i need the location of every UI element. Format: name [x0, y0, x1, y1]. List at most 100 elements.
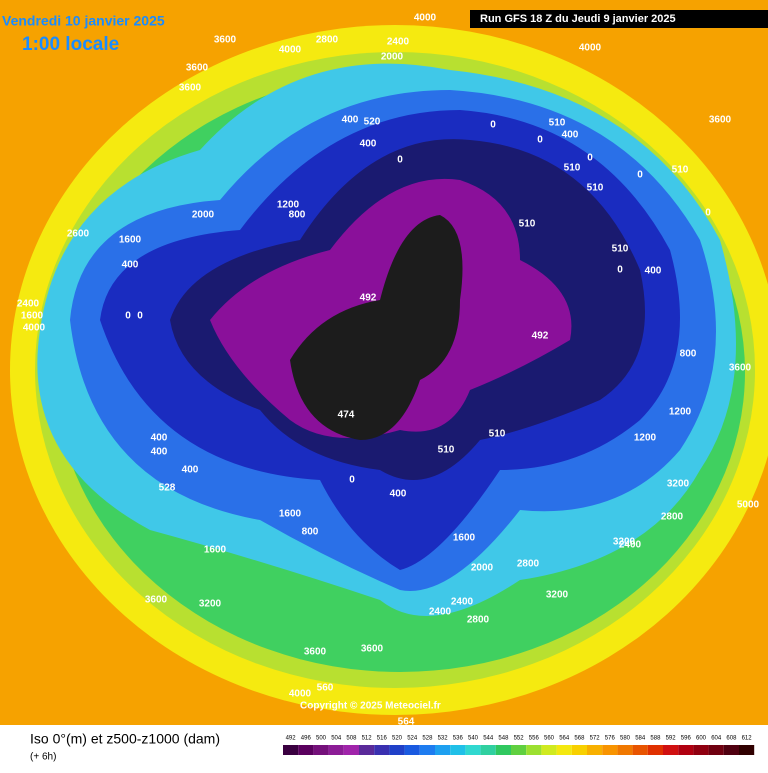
contour-label: 4000 — [279, 45, 302, 56]
time-label: 1:00 locale — [22, 34, 119, 55]
scale-swatch — [526, 745, 542, 755]
contour-label: 2800 — [661, 512, 684, 523]
map-field — [10, 25, 768, 715]
scale-swatch — [617, 745, 633, 755]
contour-label: 1600 — [21, 311, 44, 322]
contour-label: 3600 — [729, 363, 752, 374]
scale-label: 524 — [407, 736, 418, 742]
scale-label: 588 — [650, 736, 661, 742]
scale-label: 520 — [392, 736, 403, 742]
scale-swatch — [404, 745, 420, 755]
contour-label: 3200 — [199, 599, 222, 610]
scale-swatch — [647, 745, 663, 755]
scale-swatch — [435, 745, 451, 755]
scale-swatch — [480, 745, 496, 755]
contour-label: 1600 — [279, 509, 302, 520]
contour-label: 0 — [349, 475, 355, 486]
contour-label: 800 — [302, 527, 319, 538]
contour-label: 0 — [490, 120, 496, 131]
scale-swatch — [298, 745, 314, 755]
contour-label: 0 — [617, 265, 623, 276]
footer-step: (+ 6h) — [30, 752, 56, 763]
scale-swatch — [632, 745, 648, 755]
contour-label: 520 — [364, 117, 381, 128]
contour-label: 528 — [159, 483, 176, 494]
contour-label: 510 — [587, 183, 604, 194]
color-scale: 492 496 500 504 508 512 516 520 524 528 532 536 540 5… — [283, 736, 755, 755]
contour-label: 2400 — [451, 597, 474, 608]
scale-swatch — [313, 745, 329, 755]
contour-label: 4000 — [23, 323, 46, 334]
contour-label: 3200 — [613, 537, 636, 548]
contour-label: 2400 — [619, 540, 642, 551]
scale-swatch — [723, 745, 739, 755]
contour-label: 2000 — [471, 563, 494, 574]
scale-label: 552 — [514, 736, 525, 742]
scale-swatch — [693, 745, 709, 755]
scale-label: 608 — [726, 736, 737, 742]
scale-swatch — [663, 745, 679, 755]
scale-label: 496 — [301, 736, 312, 742]
scale-label: 568 — [574, 736, 585, 742]
contour-label: 474 — [338, 410, 355, 421]
contour-label: 510 — [489, 429, 506, 440]
scale-label: 536 — [453, 736, 464, 742]
scale-label: 548 — [498, 736, 509, 742]
contour-label: 1600 — [453, 533, 476, 544]
scale-swatch — [541, 745, 557, 755]
contour-label: 400 — [360, 139, 377, 150]
contour-label: 0 — [537, 135, 543, 146]
contour-label: 3600 — [709, 115, 732, 126]
contour-label: 4000 — [414, 13, 437, 24]
scale-swatch — [495, 745, 511, 755]
footer-title: Iso 0°(m) et z500-z1000 (dam) — [30, 731, 220, 747]
scale-label: 544 — [483, 736, 494, 742]
scale-swatch — [359, 745, 375, 755]
scale-swatch — [739, 745, 755, 755]
scale-label: 528 — [422, 736, 433, 742]
contour-label: 510 — [672, 165, 689, 176]
scale-swatch — [511, 745, 527, 755]
contour-label: 1200 — [277, 200, 300, 211]
scale-swatch — [450, 745, 466, 755]
contour-label: 4000 — [289, 689, 312, 700]
contour-label: 0 — [587, 153, 593, 164]
contour-label: 1600 — [204, 545, 227, 556]
contour-label: 1200 — [669, 407, 692, 418]
contour-label: 0 — [637, 170, 643, 181]
scale-swatch — [556, 745, 572, 755]
contour-label: 400 — [182, 465, 199, 476]
scale-swatch — [374, 745, 390, 755]
contour-label: 800 — [680, 349, 697, 360]
scale-label: 508 — [346, 736, 357, 742]
run-label: Run GFS 18 Z du Jeudi 9 janvier 2025 — [480, 13, 676, 25]
contour-label: 400 — [122, 260, 139, 271]
scale-label: 500 — [316, 736, 327, 742]
contour-label: 4000 — [579, 43, 602, 54]
scale-swatch — [708, 745, 724, 755]
contour-label: 3600 — [214, 35, 237, 46]
contour-label: 0 — [705, 208, 711, 219]
scale-label: 600 — [696, 736, 707, 742]
scale-label: 556 — [529, 736, 540, 742]
contour-label: 400 — [562, 130, 579, 141]
scale-label: 604 — [711, 736, 722, 742]
contour-label: 560 — [317, 683, 334, 694]
contour-label: 0 — [137, 311, 143, 322]
scale-label: 580 — [620, 736, 631, 742]
scale-label: 516 — [377, 736, 388, 742]
scale-swatch — [602, 745, 618, 755]
contour-label: 2800 — [316, 35, 339, 46]
contour-label: 3200 — [546, 590, 569, 601]
contour-label: 2800 — [517, 559, 540, 570]
scale-swatch — [283, 745, 299, 755]
contour-label: 800 — [289, 210, 306, 221]
copyright: Copyright © 2025 Meteociel.fr — [300, 701, 441, 712]
scale-swatch — [389, 745, 405, 755]
date-label: Vendredi 10 janvier 2025 — [2, 13, 165, 29]
contour-label: 3600 — [145, 595, 168, 606]
contour-label: 492 — [532, 331, 549, 342]
scale-swatch — [419, 745, 435, 755]
scale-swatch — [328, 745, 344, 755]
contour-label: 2400 — [387, 37, 410, 48]
